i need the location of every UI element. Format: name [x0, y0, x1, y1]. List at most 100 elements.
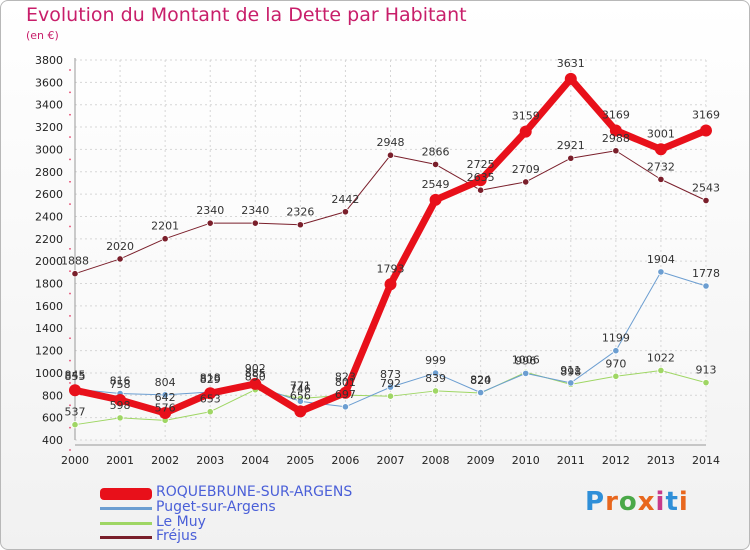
data-point: [116, 255, 124, 263]
data-label: 845: [65, 368, 86, 381]
data-point: [474, 174, 487, 187]
x-tick-label: 2011: [557, 454, 585, 467]
data-label: 2020: [106, 240, 134, 253]
data-point: [114, 393, 127, 406]
data-point: [341, 208, 350, 216]
data-label: 2988: [602, 132, 630, 145]
data-label: 2340: [241, 204, 269, 217]
x-tick-label: 2012: [602, 454, 630, 467]
data-label: 999: [425, 354, 446, 367]
data-label: 2725: [467, 158, 495, 171]
data-label: 3169: [692, 109, 720, 122]
data-point: [341, 403, 350, 411]
data-point: [567, 154, 575, 162]
data-point: [431, 369, 440, 377]
legend-label: Puget-sur-Argens: [156, 499, 276, 515]
data-label: 1022: [647, 351, 675, 364]
data-label: 656: [290, 389, 311, 402]
data-label: 898: [560, 365, 581, 378]
data-label: 820: [470, 374, 491, 387]
data-point: [71, 270, 79, 278]
data-label: 996: [515, 354, 536, 367]
legend-swatch: [100, 488, 152, 500]
x-tick-label: 2009: [467, 454, 495, 467]
logo-letter: o: [618, 487, 638, 517]
y-tick-label: 3800: [35, 54, 63, 67]
data-label: 902: [245, 362, 266, 375]
x-tick-label: 2013: [647, 454, 675, 467]
y-tick-label: 1400: [35, 322, 63, 335]
data-label: 653: [200, 393, 221, 406]
data-point: [612, 147, 620, 155]
x-tick-label: 2006: [331, 454, 359, 467]
data-label: 801: [335, 376, 356, 389]
data-point: [204, 387, 217, 400]
data-label: 746: [290, 382, 311, 395]
data-label: 697: [335, 388, 356, 401]
data-point: [431, 387, 440, 395]
data-label: 829: [200, 373, 221, 386]
x-tick-label: 2008: [422, 454, 450, 467]
data-point: [339, 386, 352, 399]
data-label: 2866: [422, 145, 450, 158]
data-label: 2442: [331, 193, 359, 206]
data-label: 1888: [61, 255, 89, 268]
data-point: [249, 377, 262, 390]
y-tick-label: 3400: [35, 99, 63, 112]
logo-letter: P: [585, 487, 606, 517]
data-point: [657, 366, 665, 375]
y-tick-label: 800: [42, 389, 63, 402]
data-label: 2709: [512, 163, 540, 176]
data-point: [296, 221, 304, 229]
logo-letter: i: [678, 487, 689, 517]
legend-swatch: [100, 507, 152, 510]
data-point: [431, 160, 440, 168]
data-label: 1904: [647, 253, 675, 266]
y-tick-label: 2600: [35, 188, 63, 201]
x-tick-label: 2014: [692, 454, 720, 467]
y-tick-label: 2000: [35, 255, 63, 268]
axes: 400 600 800 1000 1200 1400 1600 1800 2000 2200 240…: [35, 54, 720, 467]
data-point: [71, 421, 79, 429]
data-point: [612, 372, 620, 380]
data-point: [522, 369, 530, 377]
data-label: 816: [110, 375, 131, 388]
data-label: 2635: [467, 171, 495, 184]
data-point: [251, 219, 259, 227]
data-label: 804: [155, 376, 176, 389]
data-label: 1199: [602, 332, 630, 345]
data-label: 792: [380, 377, 401, 390]
data-point: [386, 383, 395, 391]
data-label: 576: [155, 401, 176, 414]
data-point: [161, 235, 169, 243]
data-point: [294, 405, 307, 418]
logo-letter: i: [655, 487, 666, 517]
y-tick-label: 1000: [35, 367, 63, 380]
data-label: 3169: [602, 109, 630, 122]
legend-swatch: [100, 536, 152, 539]
data-label: 970: [605, 357, 626, 370]
data-label: 2543: [692, 181, 720, 194]
data-label: 911: [560, 364, 581, 377]
data-label: 2549: [422, 178, 450, 191]
legend-label: Le Muy: [156, 514, 206, 530]
data-point: [702, 196, 710, 205]
data-label: 758: [110, 378, 131, 391]
x-tick-label: 2005: [286, 454, 314, 467]
data-label: 823: [335, 371, 356, 384]
data-label: 2340: [196, 204, 224, 217]
data-point: [429, 193, 442, 206]
data-label: 3001: [647, 127, 675, 140]
data-point: [296, 397, 304, 405]
logo-letter: r: [605, 487, 619, 517]
data-point: [609, 124, 622, 137]
data-label: 2326: [286, 206, 314, 219]
legend-label: ROQUEBRUNE-SUR-ARGENS: [156, 484, 353, 500]
x-tick-label: 2010: [512, 454, 540, 467]
data-point: [69, 384, 81, 397]
series: [69, 72, 712, 429]
x-tick-label: 2000: [61, 454, 89, 467]
data-label: 537: [65, 406, 86, 419]
